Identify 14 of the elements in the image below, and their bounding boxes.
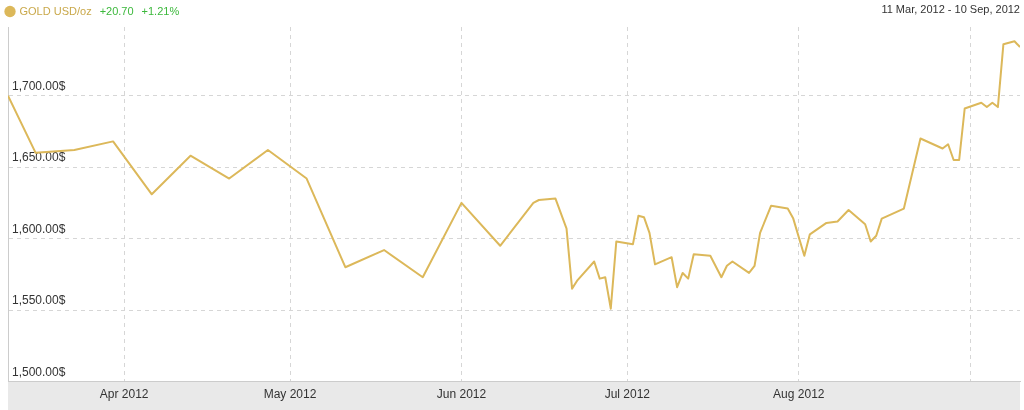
x-tick-label: Aug 2012 [773,387,825,402]
y-tick-label: 1,500.00$ [12,364,66,379]
text: +20.70 [99,4,134,17]
y-tick-label: 1,700.00$ [12,78,66,93]
text: +1.21% [141,4,180,17]
chart-subtitle: 11 Mar, 2012 - 10 Sep, 2012 [881,3,1020,15]
x-tick-label: May 2012 [263,387,317,402]
x-tick-label: Jun 2012 [436,387,487,402]
x-tick-label: Jul 2012 [604,387,651,402]
y-tick-label: 1,550.00$ [12,293,66,308]
legend-label: GOLD USD/oz [19,4,92,17]
x-tick-label: Apr 2012 [99,387,149,402]
y-tick-label: 1,650.00$ [12,150,66,165]
y-tick-label: 1,600.00$ [12,221,66,236]
